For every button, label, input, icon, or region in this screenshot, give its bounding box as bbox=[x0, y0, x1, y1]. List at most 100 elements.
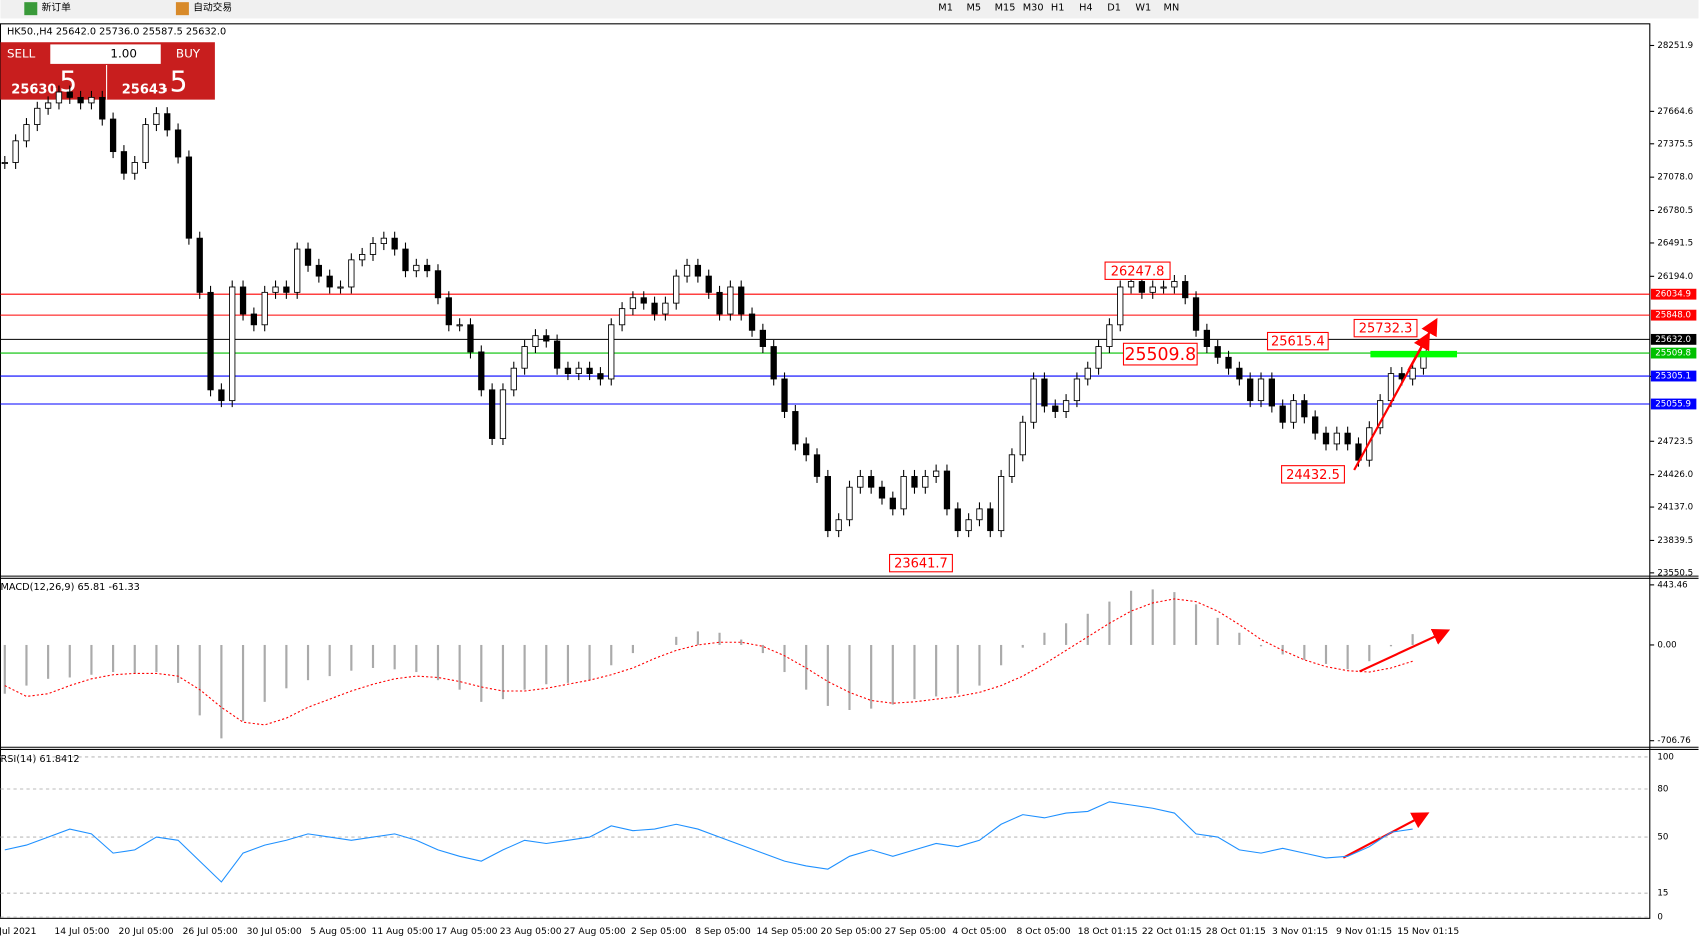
candle bbox=[1062, 400, 1070, 412]
candle bbox=[954, 508, 961, 532]
candle bbox=[532, 335, 539, 347]
candle bbox=[770, 346, 777, 380]
toolbar bbox=[0, 0, 1699, 19]
x-tick-label: 22 Oct 01:15 bbox=[1142, 926, 1202, 937]
candle bbox=[803, 443, 810, 456]
y-tick-label: 80 bbox=[1657, 784, 1668, 794]
candle bbox=[120, 151, 128, 174]
x-tick-label: 9 Nov 01:15 bbox=[1336, 926, 1392, 937]
candle bbox=[348, 259, 355, 288]
ask-pip[interactable]: .5 bbox=[161, 65, 188, 98]
auto-trade[interactable]: 自动交易 bbox=[193, 1, 232, 14]
x-tick-label: 2 Sep 05:00 bbox=[631, 926, 687, 937]
timeframe[interactable]: M1 bbox=[938, 3, 953, 14]
candle bbox=[997, 476, 1005, 532]
y-tick-label: 26780.5 bbox=[1657, 206, 1693, 216]
x-tick-label: 17 Aug 05:00 bbox=[436, 926, 498, 937]
y-tick-label: 27078.0 bbox=[1657, 173, 1693, 183]
candle bbox=[1, 162, 8, 164]
y-tick-label: 24723.5 bbox=[1657, 437, 1693, 447]
candle bbox=[1192, 297, 1200, 331]
x-tick-label: Jul 2021 bbox=[0, 926, 36, 937]
x-tick-label: 30 Jul 05:00 bbox=[247, 926, 302, 937]
x-tick-label: 15 Nov 01:15 bbox=[1397, 926, 1459, 937]
candle bbox=[434, 270, 442, 299]
candle bbox=[1106, 324, 1113, 347]
candle bbox=[651, 302, 658, 315]
y-tick-label: 23839.5 bbox=[1657, 536, 1693, 546]
x-tick-label: 14 Sep 05:00 bbox=[756, 926, 817, 937]
candle bbox=[499, 389, 507, 439]
candle bbox=[1344, 432, 1351, 445]
bid-pip[interactable]: .5 bbox=[50, 65, 77, 98]
annotation-box bbox=[1122, 342, 1198, 366]
level-label: 25848.0 bbox=[1655, 311, 1691, 321]
x-tick-label: 11 Aug 05:00 bbox=[371, 926, 433, 937]
candle bbox=[824, 476, 831, 532]
candle bbox=[781, 378, 788, 412]
y-tick-label: 24137.0 bbox=[1657, 503, 1693, 513]
candle bbox=[543, 335, 550, 342]
buy-button[interactable]: BUY bbox=[176, 47, 201, 61]
timeframe[interactable]: H1 bbox=[1051, 3, 1065, 14]
y-tick-label: 24426.0 bbox=[1657, 470, 1693, 480]
timeframe[interactable]: M30 bbox=[1023, 3, 1044, 14]
candle bbox=[1084, 367, 1091, 380]
level-tag bbox=[1650, 398, 1697, 410]
annotation: 25509.8 bbox=[1125, 345, 1197, 365]
timeframe[interactable]: W1 bbox=[1135, 3, 1151, 14]
new-order[interactable]: 新订单 bbox=[42, 1, 71, 14]
candle bbox=[846, 486, 853, 521]
candle bbox=[987, 508, 994, 532]
candle bbox=[88, 96, 95, 104]
x-tick-label: 5 Aug 05:00 bbox=[310, 926, 366, 937]
candle bbox=[261, 291, 268, 326]
candle bbox=[1127, 281, 1135, 288]
rsi-title: RSI(14) 61.8412 bbox=[0, 754, 79, 765]
candle bbox=[283, 286, 290, 293]
ask[interactable]: 25643 bbox=[122, 82, 167, 97]
level-label: 26034.9 bbox=[1655, 290, 1691, 300]
candle bbox=[662, 302, 669, 315]
y-tick-label: 26491.5 bbox=[1657, 238, 1693, 248]
y-tick-label: 0.00 bbox=[1657, 640, 1676, 650]
annotation: 25615.4 bbox=[1271, 335, 1325, 350]
chart-frame bbox=[0, 23, 1651, 919]
candle bbox=[738, 286, 745, 315]
candle bbox=[694, 264, 702, 277]
candle bbox=[478, 351, 485, 391]
timeframe[interactable]: D1 bbox=[1107, 3, 1121, 14]
timeframe[interactable]: MN bbox=[1164, 3, 1180, 14]
y-tick-label: 50 bbox=[1657, 833, 1668, 843]
y-tick-label: 15 bbox=[1657, 889, 1668, 899]
candle bbox=[857, 476, 864, 488]
lot-box[interactable] bbox=[50, 44, 161, 64]
y-tick-label: 27375.5 bbox=[1657, 139, 1693, 149]
timeframe[interactable]: M5 bbox=[966, 3, 981, 14]
auto-trade-icon[interactable] bbox=[175, 2, 189, 16]
candle bbox=[304, 248, 312, 266]
new-order-icon[interactable] bbox=[24, 2, 38, 16]
candle bbox=[467, 324, 474, 353]
candle bbox=[553, 340, 561, 369]
bid[interactable]: 25630 bbox=[11, 82, 56, 97]
candle bbox=[424, 264, 431, 272]
candle bbox=[239, 286, 247, 315]
candle bbox=[294, 248, 301, 293]
candle bbox=[1312, 416, 1319, 434]
x-tick-label: 20 Jul 05:00 bbox=[118, 926, 173, 937]
timeframe[interactable]: M15 bbox=[995, 3, 1016, 14]
candle bbox=[835, 519, 842, 532]
timeframe[interactable]: H4 bbox=[1079, 3, 1093, 14]
candle bbox=[185, 156, 193, 239]
candle bbox=[1160, 286, 1167, 289]
candle bbox=[608, 324, 615, 380]
level-label: 25305.1 bbox=[1655, 372, 1691, 382]
level-label: 25632.0 bbox=[1655, 335, 1691, 345]
lot[interactable]: 1.00 bbox=[110, 47, 137, 61]
candle bbox=[55, 91, 63, 104]
candle bbox=[521, 346, 528, 369]
candle bbox=[878, 486, 886, 499]
sell-button[interactable]: SELL bbox=[7, 47, 36, 61]
